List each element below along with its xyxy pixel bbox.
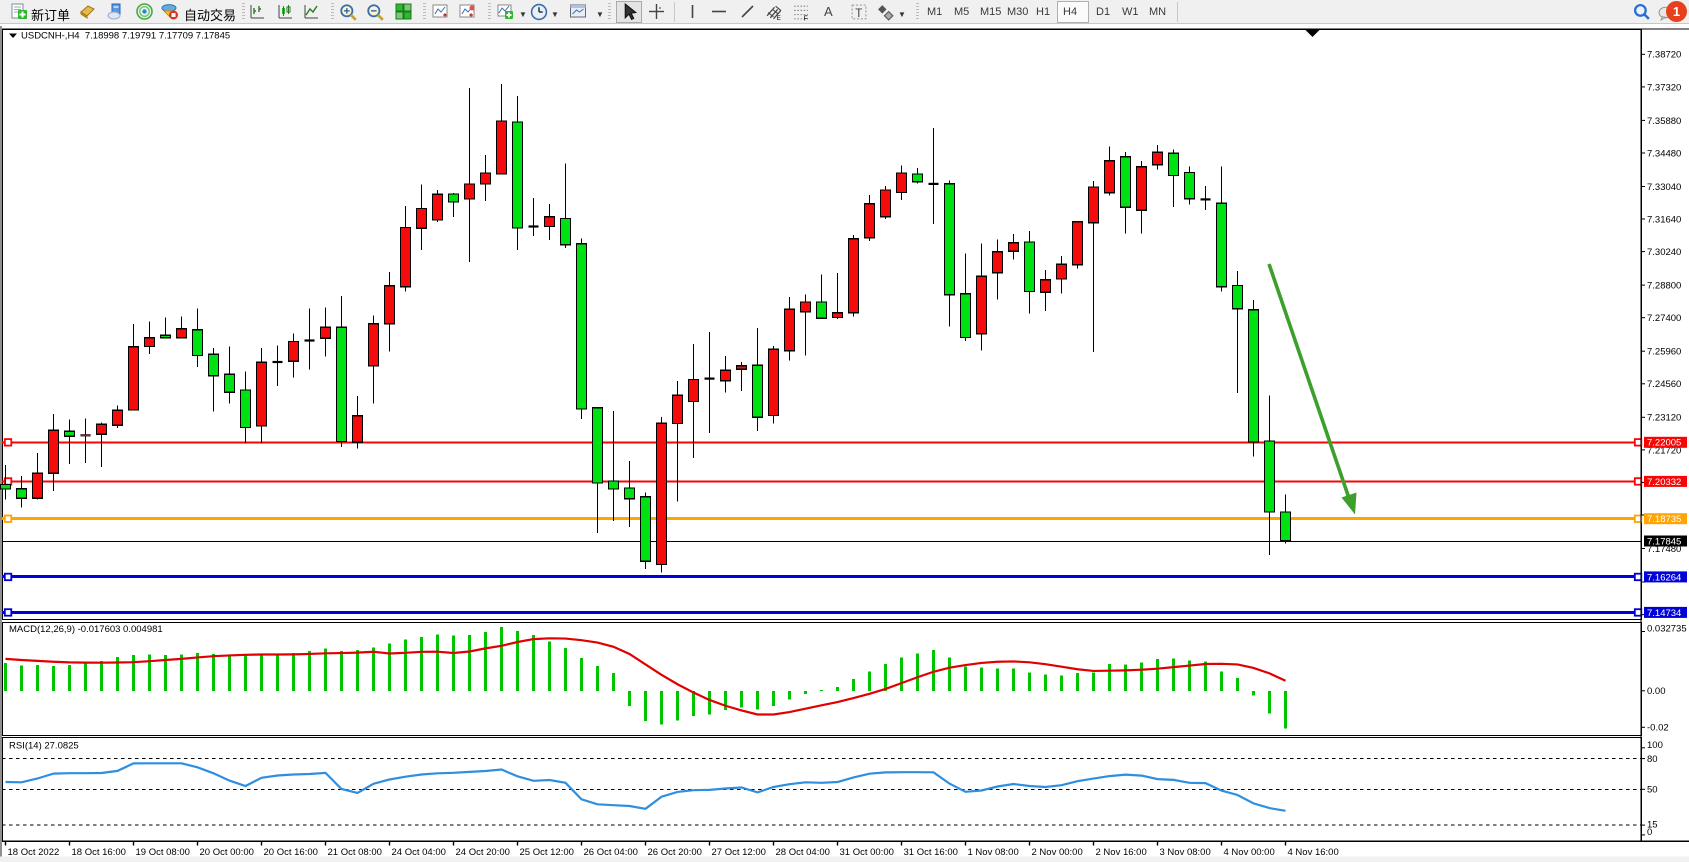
svg-text:7.25960: 7.25960 xyxy=(1647,347,1681,358)
svg-text:18 Oct 2022: 18 Oct 2022 xyxy=(8,847,60,858)
svg-text:RSI(14) 27.0825: RSI(14) 27.0825 xyxy=(9,741,79,752)
svg-text:100: 100 xyxy=(1647,740,1663,751)
svg-text:7.16264: 7.16264 xyxy=(1647,572,1681,583)
svg-text:7.18735: 7.18735 xyxy=(1647,514,1681,525)
svg-text:27 Oct 12:00: 27 Oct 12:00 xyxy=(712,847,766,858)
svg-text:2 Nov 00:00: 2 Nov 00:00 xyxy=(1032,847,1083,858)
svg-text:31 Oct 00:00: 31 Oct 00:00 xyxy=(840,847,894,858)
svg-text:-0.02: -0.02 xyxy=(1647,723,1669,734)
svg-text:0.032735: 0.032735 xyxy=(1647,624,1687,635)
svg-text:7.30240: 7.30240 xyxy=(1647,247,1681,258)
svg-text:7.31640: 7.31640 xyxy=(1647,214,1681,225)
svg-text:F: F xyxy=(804,15,808,21)
svg-text:4 Nov 00:00: 4 Nov 00:00 xyxy=(1224,847,1275,858)
svg-text:31 Oct 16:00: 31 Oct 16:00 xyxy=(904,847,958,858)
svg-text:24 Oct 04:00: 24 Oct 04:00 xyxy=(392,847,446,858)
svg-text:1 Nov 08:00: 1 Nov 08:00 xyxy=(968,847,1019,858)
svg-text:20 Oct 16:00: 20 Oct 16:00 xyxy=(264,847,318,858)
svg-text:7.23120: 7.23120 xyxy=(1647,413,1681,424)
svg-text:80: 80 xyxy=(1647,754,1658,765)
svg-text:4 Nov 16:00: 4 Nov 16:00 xyxy=(1288,847,1339,858)
svg-text:25 Oct 12:00: 25 Oct 12:00 xyxy=(520,847,574,858)
svg-text:2 Nov 16:00: 2 Nov 16:00 xyxy=(1096,847,1147,858)
svg-text:T: T xyxy=(855,7,862,20)
svg-text:7.28800: 7.28800 xyxy=(1647,281,1681,292)
svg-text:19 Oct 08:00: 19 Oct 08:00 xyxy=(136,847,190,858)
svg-text:7.33040: 7.33040 xyxy=(1647,182,1681,193)
svg-text:7.17480: 7.17480 xyxy=(1647,544,1681,555)
svg-text:7.20332: 7.20332 xyxy=(1647,477,1681,488)
svg-text:7.37320: 7.37320 xyxy=(1647,82,1681,93)
svg-text:15: 15 xyxy=(1647,820,1658,831)
svg-text:20 Oct 00:00: 20 Oct 00:00 xyxy=(200,847,254,858)
svg-text:0.00: 0.00 xyxy=(1647,686,1666,697)
svg-text:24 Oct 20:00: 24 Oct 20:00 xyxy=(456,847,510,858)
svg-text:7.21720: 7.21720 xyxy=(1647,445,1681,456)
svg-text:7.24560: 7.24560 xyxy=(1647,379,1681,390)
svg-text:7.34480: 7.34480 xyxy=(1647,148,1681,159)
svg-text:21 Oct 08:00: 21 Oct 08:00 xyxy=(328,847,382,858)
svg-text:MACD(12,26,9) -0.017603 0.0049: MACD(12,26,9) -0.017603 0.004981 xyxy=(9,624,163,635)
svg-text:7.38720: 7.38720 xyxy=(1647,50,1681,61)
svg-text:26 Oct 04:00: 26 Oct 04:00 xyxy=(584,847,638,858)
svg-text:3 Nov 08:00: 3 Nov 08:00 xyxy=(1160,847,1211,858)
svg-text:7.17845: 7.17845 xyxy=(1647,536,1681,547)
svg-text:0: 0 xyxy=(1647,827,1652,838)
svg-text:26 Oct 20:00: 26 Oct 20:00 xyxy=(648,847,702,858)
svg-text:18 Oct 16:00: 18 Oct 16:00 xyxy=(72,847,126,858)
svg-text:7.27400: 7.27400 xyxy=(1647,313,1681,324)
svg-text:7.14734: 7.14734 xyxy=(1647,608,1681,619)
svg-text:7.22005: 7.22005 xyxy=(1647,438,1681,449)
svg-text:E: E xyxy=(777,15,781,21)
svg-text:50: 50 xyxy=(1647,785,1658,796)
svg-text:USDCNH-,H4 7.18998 7.19791 7.: USDCNH-,H4 7.18998 7.19791 7.17709 7.178… xyxy=(21,31,230,42)
svg-text:28 Oct 04:00: 28 Oct 04:00 xyxy=(776,847,830,858)
svg-text:7.35880: 7.35880 xyxy=(1647,116,1681,127)
